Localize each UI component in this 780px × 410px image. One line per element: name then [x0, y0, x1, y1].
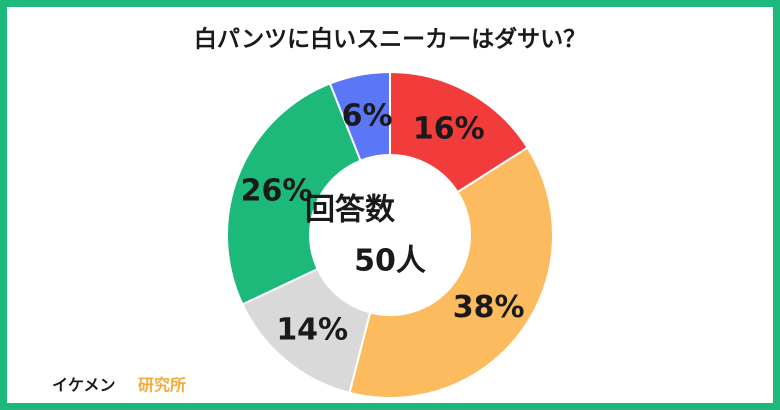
center-label: 50人	[354, 244, 426, 279]
donut-segment	[389, 70, 530, 194]
chart-title: 白パンツに白いスニーカーはダサい？	[194, 26, 586, 53]
center-label: 回答数	[305, 193, 396, 228]
data-label: 38%	[453, 290, 525, 325]
brand: イケメン	[52, 376, 116, 395]
data-label: 14%	[276, 313, 348, 348]
donut-segment	[328, 70, 391, 162]
data-label: 16%	[413, 112, 485, 147]
brand: 研究所	[138, 376, 186, 395]
data-label: 6%	[342, 99, 393, 134]
donut-segment	[348, 146, 554, 399]
donut-segment	[226, 82, 362, 306]
data-label: 26%	[241, 174, 313, 209]
